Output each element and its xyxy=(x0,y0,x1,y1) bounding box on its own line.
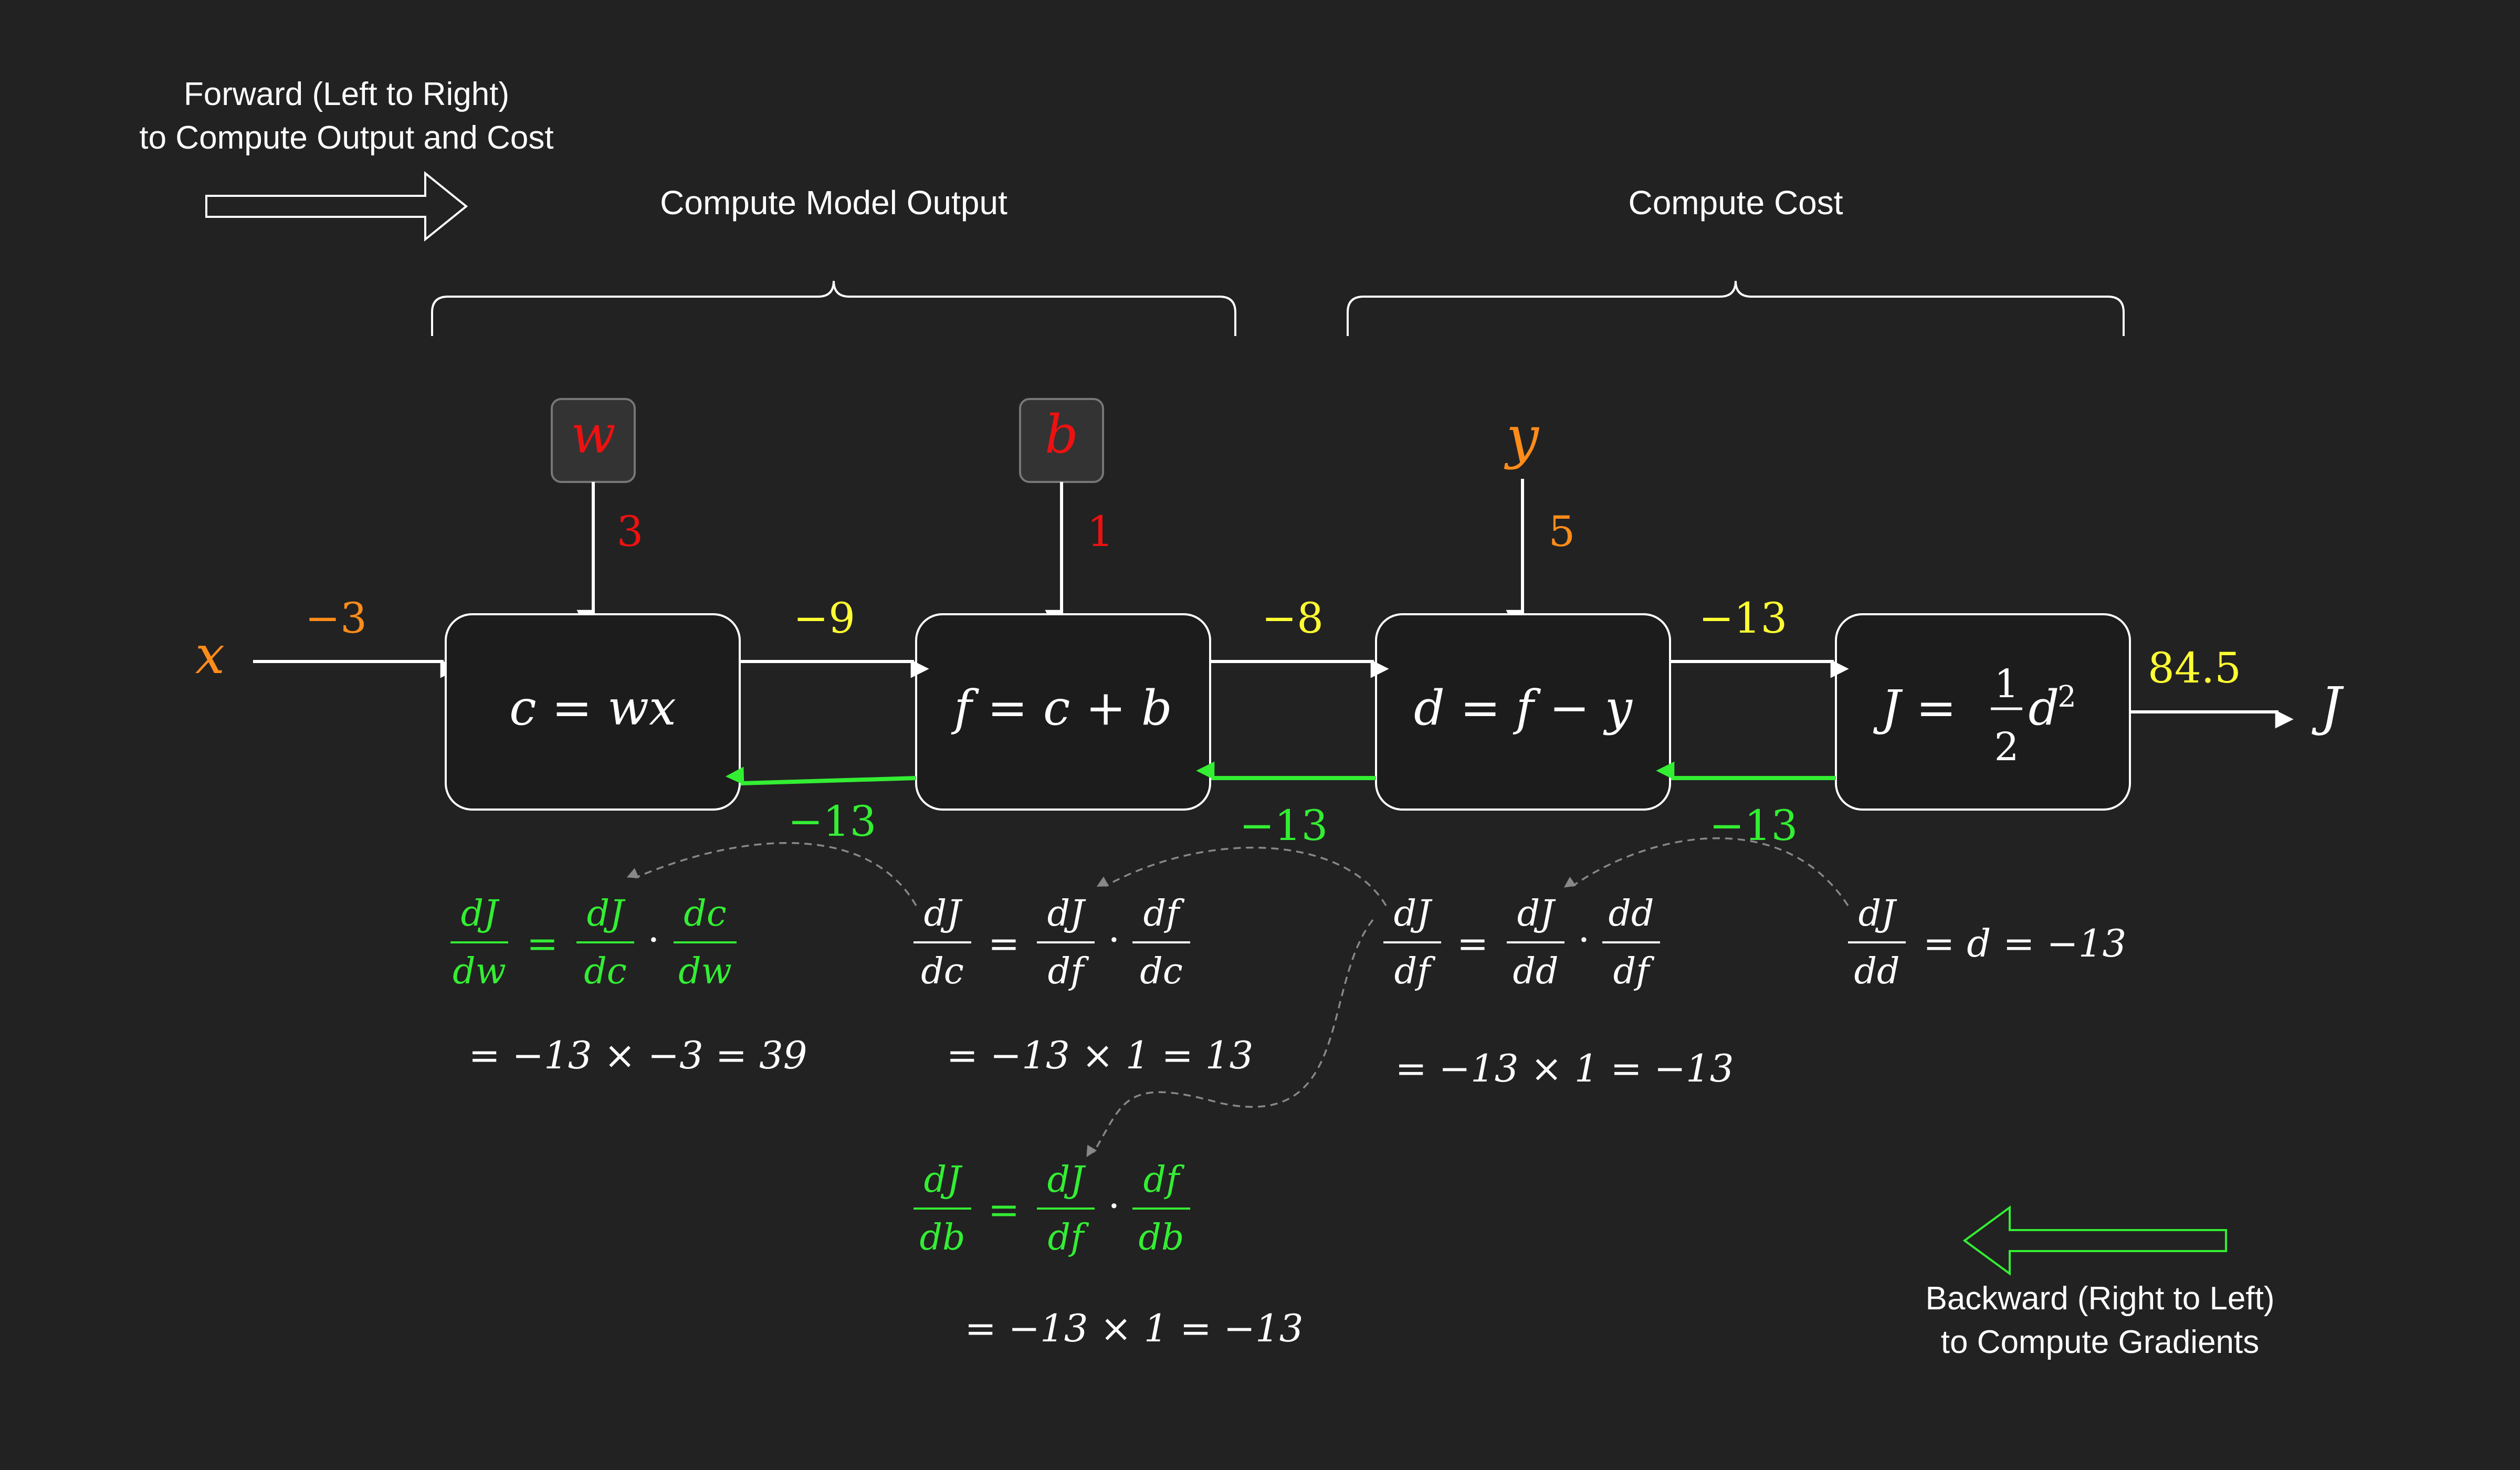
dJ-db-term2-numerator: df xyxy=(1143,1159,1185,1201)
dJ-dc-lhs-denominator: dc xyxy=(921,951,964,992)
node-d-expression: d = f − y xyxy=(1414,680,1633,736)
dJ-dw-term2-denominator: dw xyxy=(678,951,732,992)
dJ-dw-dot: · xyxy=(648,918,660,962)
dJ-dc-term1-numerator: dJ xyxy=(1047,893,1087,934)
dJ-dd-equation: dJ dd = d = −13 xyxy=(1848,893,2126,992)
dJ-df-dot: · xyxy=(1578,918,1590,962)
compute-cost-label: Compute Cost xyxy=(1628,184,1843,222)
parameter-b-symbol: b xyxy=(1045,404,1078,465)
forward-legend-line1: Forward (Left to Right) xyxy=(184,76,509,112)
dJ-dd-numerator: dJ xyxy=(1858,893,1898,934)
output-J-symbol: J xyxy=(2312,676,2344,737)
dJ-df-equation: dJ df = dJ dd · dd df xyxy=(1383,893,1660,992)
cost-brace xyxy=(1347,280,2125,336)
dJ-df-term1-numerator: dJ xyxy=(1517,893,1557,934)
dJdf-to-dJdc-dashed-arrow xyxy=(1096,846,1387,906)
y-value: 5 xyxy=(1549,507,1576,556)
node-c-expression: c = wx xyxy=(509,680,676,736)
node-f-expression: f = c + b xyxy=(951,680,1172,736)
f-gradient-value: −13 xyxy=(1240,801,1328,850)
input-y-symbol: y xyxy=(1504,403,1540,470)
node-f-box xyxy=(915,613,1211,811)
dJ-dd-denominator: dd xyxy=(1854,951,1899,992)
input-x-symbol: x xyxy=(195,624,225,686)
dJ-dc-result: = −13 × 1 = 13 xyxy=(947,1033,1254,1077)
node-d-box xyxy=(1375,613,1671,811)
dJ-db-term1-numerator: dJ xyxy=(1047,1159,1087,1201)
forward-legend-line2: to Compute Output and Cost xyxy=(139,120,553,156)
dJ-dw-lhs-numerator: dJ xyxy=(461,893,500,934)
dJ-db-equals-sign: = xyxy=(988,1188,1020,1232)
dJ-dw-equation: dJ dw = dJ dc · dc dw xyxy=(450,893,737,992)
node-J-expression: J = 1 2 d 2 xyxy=(1873,662,2076,770)
node-J-lhs: J = xyxy=(1873,680,1956,736)
d-value: −13 xyxy=(1699,594,1788,643)
dJ-dd-rest: = d = −13 xyxy=(1923,921,2126,965)
dJ-db-equation: dJ db = dJ df · df db xyxy=(914,1159,1190,1258)
dJ-dc-equation: dJ dc = dJ df · df dc xyxy=(914,893,1190,992)
dJ-db-result: = −13 × 1 = −13 xyxy=(964,1306,1303,1350)
dJ-db-lhs-numerator: dJ xyxy=(924,1159,963,1201)
dJ-df-term1-denominator: dd xyxy=(1513,951,1558,992)
dJ-dw-equals-sign: = xyxy=(527,921,558,965)
dJ-df-lhs-numerator: dJ xyxy=(1394,893,1433,934)
dJ-df-lhs-denominator: df xyxy=(1394,951,1436,992)
x-value: −3 xyxy=(305,594,367,643)
dJ-dc-equals-sign: = xyxy=(988,921,1020,965)
forward-direction-arrow-icon xyxy=(205,171,468,242)
node-J-frac-num: 1 xyxy=(1994,662,2019,707)
dJdd-to-dJdf-dashed-arrow xyxy=(1563,837,1849,906)
node-c-box xyxy=(445,613,741,811)
dJ-db-term1-denominator: df xyxy=(1048,1217,1090,1258)
node-J-frac-den: 2 xyxy=(1994,724,2019,770)
c-value: −9 xyxy=(793,594,855,643)
dJ-dw-lhs-denominator: dw xyxy=(453,951,506,992)
model-output-brace xyxy=(431,280,1236,336)
dJ-df-term2-denominator: df xyxy=(1613,951,1655,992)
dJ-db-dot: · xyxy=(1108,1184,1120,1228)
backward-direction-arrow-icon xyxy=(1962,1205,2227,1276)
parameter-w-symbol: w xyxy=(571,404,616,465)
dJ-dc-term2-denominator: dc xyxy=(1140,951,1183,992)
node-J-box xyxy=(1835,613,2131,811)
backward-legend-line2: to Compute Gradients xyxy=(1941,1324,2260,1360)
c-gradient-value: −13 xyxy=(788,797,877,846)
w-value: 3 xyxy=(617,507,644,556)
f-value: −8 xyxy=(1262,594,1324,643)
dJ-df-result: = −13 × 1 = −13 xyxy=(1395,1046,1734,1090)
node-J-exponent: 2 xyxy=(2057,680,2076,714)
dJ-db-term2-denominator: db xyxy=(1138,1217,1184,1258)
compute-model-output-label: Compute Model Output xyxy=(660,184,1007,222)
dJ-dw-term1-numerator: dJ xyxy=(587,893,626,934)
dJ-df-equals-sign: = xyxy=(1457,921,1488,965)
dJdc-to-dJdw-dashed-arrow xyxy=(626,842,917,906)
dJ-dc-term1-denominator: df xyxy=(1048,951,1090,992)
dJ-dw-result: = −13 × −3 = 39 xyxy=(468,1033,807,1077)
dJ-db-lhs-denominator: db xyxy=(919,1217,965,1258)
backward-legend-line1: Backward (Right to Left) xyxy=(1925,1280,2274,1317)
d-gradient-value: −13 xyxy=(1709,801,1798,850)
dJ-dc-term2-numerator: df xyxy=(1143,893,1185,934)
dJ-df-term2-numerator: dd xyxy=(1608,893,1654,934)
dJ-dc-dot: · xyxy=(1108,918,1120,962)
dJ-dc-lhs-numerator: dJ xyxy=(924,893,963,934)
dJ-dw-term1-denominator: dc xyxy=(584,951,627,992)
J-value: 84.5 xyxy=(2148,644,2241,692)
f-to-c-gradient-arrow xyxy=(725,766,917,785)
node-J-base: d xyxy=(2029,680,2060,736)
b-value: 1 xyxy=(1087,507,1114,556)
dJ-dw-term2-numerator: dc xyxy=(684,893,727,934)
